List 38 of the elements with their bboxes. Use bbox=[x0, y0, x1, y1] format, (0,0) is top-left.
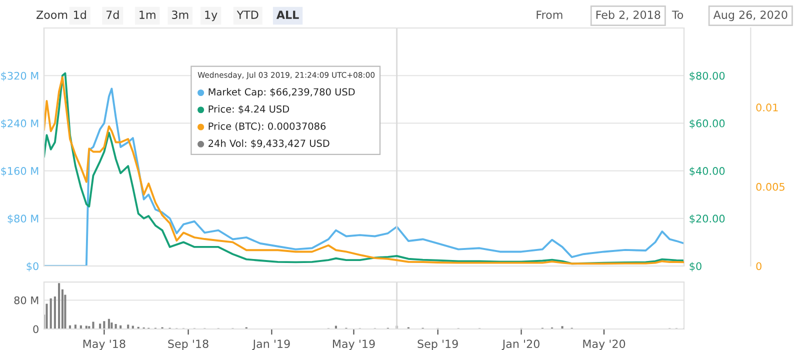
y3-tick-label: 0.01 bbox=[756, 104, 778, 112]
text: 1m bbox=[140, 10, 156, 19]
x-tick-label: Sep '19 bbox=[418, 340, 458, 350]
text: 1y bbox=[205, 10, 218, 22]
annotation: 24h Vol: $9,433,427 USD bbox=[208, 139, 330, 148]
y2-tick-label: $80.00 bbox=[690, 72, 725, 82]
text: Aug 26, 2020 bbox=[713, 10, 788, 22]
y-tick-label: 0 bbox=[33, 325, 38, 334]
y2-tick-label: $60.00 bbox=[690, 119, 725, 129]
text: To bbox=[672, 10, 684, 19]
y-tick-label: 80 M bbox=[14, 296, 38, 304]
y-tick-label: $80 M bbox=[8, 214, 38, 224]
x-tick-label: Jan '19 bbox=[252, 340, 290, 350]
x-tick-label: May '20 bbox=[583, 340, 626, 350]
text: From bbox=[536, 10, 562, 19]
y-tick-label: $240 M bbox=[1, 119, 38, 129]
text: 1d bbox=[74, 10, 86, 19]
text: ALL bbox=[276, 10, 299, 19]
x-tick-label: Sep '18 bbox=[168, 340, 208, 350]
y-tick-label: $160 M bbox=[1, 166, 38, 176]
y-tick-label: $0 bbox=[26, 262, 38, 272]
y2-tick-label: $40.00 bbox=[690, 166, 725, 176]
text: 7d bbox=[106, 10, 119, 19]
y3-tick-label: 0 bbox=[756, 262, 762, 270]
annotation: Price (BTC): 0.00037086 bbox=[208, 122, 326, 131]
text: YTD bbox=[236, 10, 258, 19]
x-tick-label: May '19 bbox=[332, 340, 375, 350]
y2-tick-label: $20.00 bbox=[690, 214, 725, 224]
text: 3m bbox=[172, 10, 188, 19]
annotation: Price: $4.24 USD bbox=[208, 105, 290, 114]
text: Zoom bbox=[36, 10, 68, 19]
text: Feb 2, 2018 bbox=[596, 10, 660, 20]
y3-tick-label: 0.005 bbox=[756, 182, 784, 191]
y-tick-label: $320 M bbox=[1, 72, 38, 82]
annotation: Market Cap: $66,239,780 USD bbox=[208, 88, 355, 98]
x-tick-label: Jan '20 bbox=[502, 340, 540, 350]
y2-tick-label: $0 bbox=[690, 262, 702, 272]
x-tick-label: May '18 bbox=[83, 340, 126, 350]
